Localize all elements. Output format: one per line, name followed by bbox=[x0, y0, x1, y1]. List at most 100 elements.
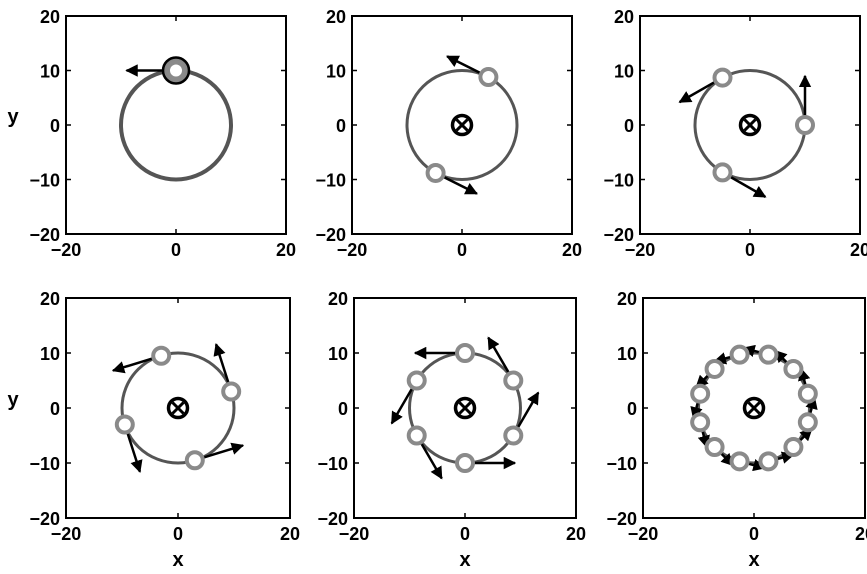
x-tick-label: 20 bbox=[562, 240, 582, 260]
y-tick-label: 20 bbox=[40, 7, 60, 27]
particle-point bbox=[221, 381, 242, 402]
particle-point bbox=[729, 451, 750, 472]
velocity-arrow bbox=[213, 343, 230, 384]
x-tick-label: 0 bbox=[745, 240, 755, 260]
panel-bottom-right: −20 0 20 20 10 0 −10 −20 x bbox=[606, 289, 867, 571]
particle-point bbox=[425, 162, 446, 183]
y-tick-label: −20 bbox=[29, 225, 60, 245]
panel-bottom-middle: −20 0 20 20 10 0 −10 −20 x bbox=[317, 289, 586, 571]
x-tick-label: 20 bbox=[276, 240, 296, 260]
particle-point bbox=[795, 115, 815, 135]
particle-point bbox=[151, 345, 172, 366]
y-tick-label: 10 bbox=[617, 344, 637, 364]
particle-point bbox=[406, 370, 427, 391]
y-tick-label: −20 bbox=[315, 225, 346, 245]
particle-point bbox=[783, 437, 804, 458]
center-marker-cross bbox=[743, 118, 757, 132]
x-axis-label: x bbox=[748, 549, 759, 571]
y-tick-label: 10 bbox=[614, 62, 634, 82]
y-tick-label: −10 bbox=[29, 454, 60, 474]
velocity-arrow bbox=[111, 357, 153, 374]
velocity-arrow bbox=[516, 391, 540, 429]
particle-point bbox=[704, 437, 725, 458]
ring-orbit bbox=[119, 68, 233, 182]
particle-point bbox=[758, 344, 779, 365]
particle-point bbox=[797, 412, 818, 433]
panel-top-middle: −20 0 20 20 10 0 −10 −20 bbox=[315, 7, 582, 260]
particle-point bbox=[712, 162, 733, 183]
y-tick-label: −20 bbox=[317, 509, 348, 529]
velocity-arrow bbox=[446, 55, 481, 75]
y-tick-label: 0 bbox=[624, 116, 634, 136]
particle-point bbox=[478, 67, 499, 88]
velocity-arrow bbox=[126, 432, 143, 473]
velocity-arrow bbox=[729, 175, 767, 199]
center-marker-cross bbox=[455, 118, 469, 132]
center-marker-cross bbox=[458, 401, 472, 415]
y-tick-label: −10 bbox=[603, 171, 634, 191]
velocity-arrow bbox=[443, 175, 478, 195]
particle-point bbox=[455, 453, 475, 473]
particle-point bbox=[704, 358, 725, 379]
y-tick-label: 0 bbox=[336, 116, 346, 136]
y-tick-label: −20 bbox=[29, 509, 60, 529]
y-tick-label: 10 bbox=[326, 62, 346, 82]
x-tick-label: −20 bbox=[337, 240, 368, 260]
particle-point bbox=[406, 425, 427, 446]
y-tick-label: 0 bbox=[50, 116, 60, 136]
x-tick-label: −20 bbox=[51, 240, 82, 260]
y-tick-label: 0 bbox=[627, 399, 637, 419]
velocity-arrow bbox=[487, 336, 510, 374]
x-tick-label: −20 bbox=[51, 524, 82, 544]
particle-point bbox=[114, 414, 135, 435]
x-tick-label: 20 bbox=[280, 524, 300, 544]
x-axis-label: x bbox=[459, 549, 470, 571]
y-tick-label: −10 bbox=[29, 171, 60, 191]
panel-top-right: −20 0 20 20 10 0 −10 −20 bbox=[603, 7, 867, 260]
y-tick-label: −10 bbox=[315, 171, 346, 191]
x-tick-label: 0 bbox=[457, 240, 467, 260]
velocity-arrow bbox=[678, 80, 716, 104]
y-tick-label: −20 bbox=[603, 225, 634, 245]
velocity-arrow bbox=[420, 442, 443, 480]
ring-orbit bbox=[120, 351, 236, 465]
x-tick-label: −20 bbox=[628, 524, 659, 544]
y-axis-label: y bbox=[7, 389, 19, 411]
particle-point bbox=[690, 412, 711, 433]
x-tick-label: 0 bbox=[749, 524, 759, 544]
x-tick-label: −20 bbox=[339, 524, 370, 544]
particle-point bbox=[783, 358, 804, 379]
particle-point bbox=[797, 383, 818, 404]
x-tick-label: 20 bbox=[566, 524, 586, 544]
x-axis-label: x bbox=[172, 549, 183, 571]
velocity-arrow bbox=[203, 442, 245, 459]
x-tick-label: 0 bbox=[173, 524, 183, 544]
y-tick-label: 10 bbox=[40, 344, 60, 364]
y-tick-label: 10 bbox=[40, 62, 60, 82]
y-tick-label: −20 bbox=[606, 509, 637, 529]
center-marker-cross bbox=[171, 401, 185, 415]
x-tick-label: 0 bbox=[171, 240, 181, 260]
y-tick-label: −10 bbox=[317, 454, 348, 474]
particle-point bbox=[503, 370, 524, 391]
y-axis-label: y bbox=[7, 106, 19, 128]
center-marker-cross bbox=[747, 401, 761, 415]
y-tick-label: 20 bbox=[614, 7, 634, 27]
y-tick-label: 20 bbox=[328, 289, 348, 309]
y-tick-label: 20 bbox=[326, 7, 346, 27]
y-tick-label: 0 bbox=[338, 399, 348, 419]
ring-orbit bbox=[405, 69, 519, 181]
y-tick-label: 20 bbox=[617, 289, 637, 309]
particle-point bbox=[503, 425, 524, 446]
particle-point bbox=[758, 451, 779, 472]
particle-point bbox=[729, 344, 750, 365]
x-tick-label: 0 bbox=[460, 524, 470, 544]
particle-point bbox=[455, 343, 475, 363]
panel-bottom-left: −20 0 20 20 10 0 −10 −20 x y bbox=[7, 289, 300, 571]
axes-frame bbox=[65, 15, 287, 235]
y-tick-label: 20 bbox=[40, 289, 60, 309]
velocity-arrow bbox=[390, 387, 414, 425]
y-tick-label: 10 bbox=[328, 344, 348, 364]
y-tick-label: 0 bbox=[50, 399, 60, 419]
